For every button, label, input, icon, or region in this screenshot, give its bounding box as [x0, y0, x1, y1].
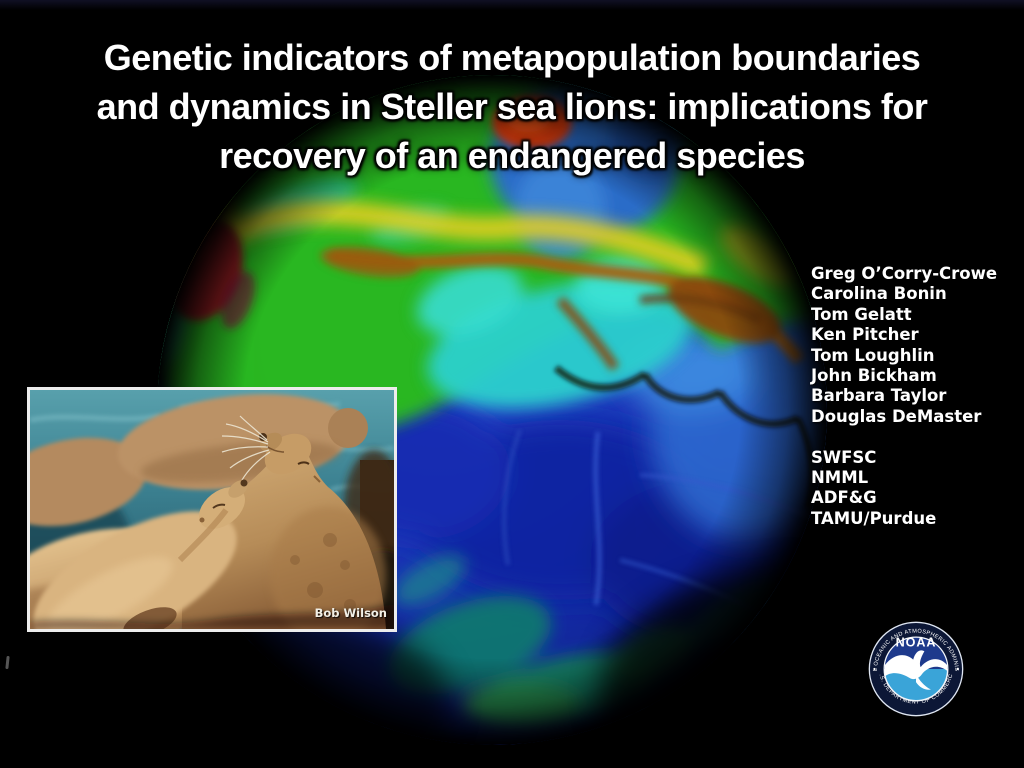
- sea-lions-photo: Bob Wilson: [27, 387, 397, 632]
- affiliations-block: SWFSC NMML ADF&G TAMU/Purdue: [811, 448, 997, 530]
- authors-block: Greg O’Corry-Crowe Carolina Bonin Tom Ge…: [811, 264, 997, 529]
- slide-title-line-2: and dynamics in Steller sea lions: impli…: [96, 86, 928, 127]
- affiliation: SWFSC: [811, 447, 877, 467]
- noaa-label: NOAA: [896, 636, 937, 650]
- sea-lions-illustration: [30, 390, 394, 629]
- affiliation: NMML: [811, 468, 869, 488]
- author-name: Ken Pitcher: [811, 325, 919, 345]
- author-name: Greg O’Corry-Crowe: [811, 264, 998, 283]
- slide-title-line-3: recovery of an endangered species: [219, 135, 805, 176]
- noaa-emblem: NATIONAL OCEANIC AND ATMOSPHERIC ADMINIS…: [858, 609, 964, 717]
- photo-credit: Bob Wilson: [314, 606, 387, 620]
- author-name: Tom Loughlin: [811, 345, 935, 365]
- affiliation: TAMU/Purdue: [811, 508, 937, 528]
- author-name: Douglas DeMaster: [811, 406, 982, 426]
- author-name: Tom Gelatt: [811, 304, 912, 324]
- slide-title: Genetic indicators of metapopulation bou…: [0, 33, 1024, 180]
- slide-title-line-1: Genetic indicators of metapopulation bou…: [103, 37, 921, 78]
- slide-top-gradient: [0, 0, 1024, 10]
- author-name: Carolina Bonin: [811, 284, 947, 304]
- author-name: John Bickham: [811, 366, 937, 386]
- affiliation: ADF&G: [811, 488, 877, 508]
- noaa-logo: NATIONAL OCEANIC AND ATMOSPHERIC ADMINIS…: [858, 609, 974, 725]
- author-name: Barbara Taylor: [811, 386, 947, 406]
